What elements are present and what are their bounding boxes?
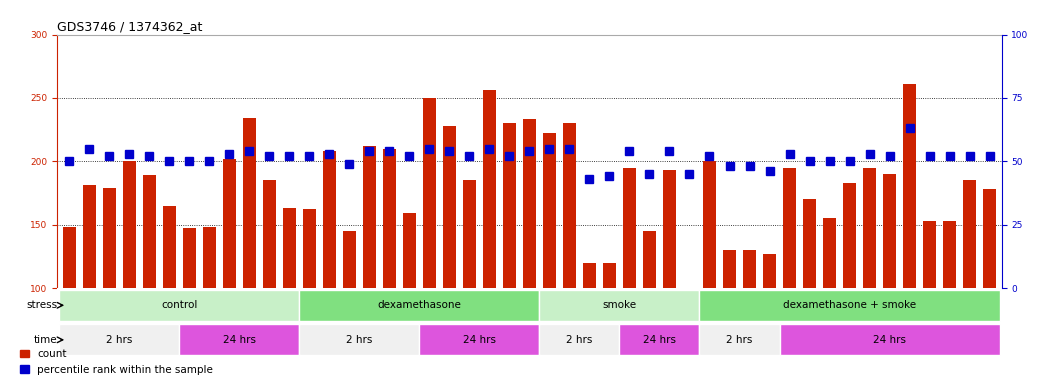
Text: GDS3746 / 1374362_at: GDS3746 / 1374362_at <box>57 20 202 33</box>
Bar <box>59 290 299 321</box>
Bar <box>103 188 115 384</box>
Bar <box>122 161 136 384</box>
Bar <box>843 183 856 384</box>
Bar <box>299 290 540 321</box>
Text: smoke: smoke <box>602 300 636 310</box>
Bar <box>763 254 776 384</box>
Text: dexamethasone: dexamethasone <box>378 300 461 310</box>
Bar <box>540 290 700 321</box>
Bar <box>183 228 196 384</box>
Bar <box>180 324 299 356</box>
Bar <box>803 199 816 384</box>
Bar <box>903 84 917 384</box>
Bar <box>282 208 296 384</box>
Bar <box>540 324 620 356</box>
Text: 24 hrs: 24 hrs <box>873 335 906 345</box>
Bar <box>383 149 395 384</box>
Bar <box>463 180 475 384</box>
Bar <box>783 167 796 384</box>
Bar <box>583 263 596 384</box>
Bar <box>863 167 876 384</box>
Bar <box>422 98 436 384</box>
Legend: count, percentile rank within the sample: count, percentile rank within the sample <box>16 345 218 379</box>
Bar <box>163 206 175 384</box>
Text: 2 hrs: 2 hrs <box>727 335 753 345</box>
Bar <box>343 231 356 384</box>
Bar <box>883 174 896 384</box>
Bar <box>83 185 95 384</box>
Bar <box>299 324 419 356</box>
Bar <box>323 151 335 384</box>
Bar <box>703 161 716 384</box>
Text: time: time <box>34 335 57 345</box>
Bar <box>263 180 276 384</box>
Text: 24 hrs: 24 hrs <box>223 335 255 345</box>
Bar <box>59 324 180 356</box>
Bar <box>523 119 536 384</box>
Bar <box>202 227 216 384</box>
Bar <box>620 324 700 356</box>
Bar <box>502 123 516 384</box>
Bar <box>243 118 255 384</box>
Bar <box>543 133 556 384</box>
Bar <box>419 324 540 356</box>
Bar <box>780 324 1000 356</box>
Bar <box>623 167 636 384</box>
Text: stress: stress <box>26 300 57 310</box>
Bar <box>923 221 936 384</box>
Bar <box>303 209 316 384</box>
Bar <box>142 175 156 384</box>
Bar <box>823 218 836 384</box>
Bar <box>643 231 656 384</box>
Text: 2 hrs: 2 hrs <box>346 335 373 345</box>
Bar <box>963 180 976 384</box>
Text: control: control <box>161 300 197 310</box>
Bar <box>223 159 236 384</box>
Bar <box>403 213 416 384</box>
Text: 24 hrs: 24 hrs <box>463 335 496 345</box>
Bar <box>563 123 576 384</box>
Text: 2 hrs: 2 hrs <box>106 335 132 345</box>
Bar <box>603 263 616 384</box>
Text: dexamethasone + smoke: dexamethasone + smoke <box>783 300 917 310</box>
Bar <box>362 146 376 384</box>
Bar <box>700 290 1000 321</box>
Text: 2 hrs: 2 hrs <box>566 335 593 345</box>
Bar <box>723 250 736 384</box>
Bar <box>62 227 76 384</box>
Bar <box>483 90 496 384</box>
Bar <box>743 250 756 384</box>
Bar <box>663 170 676 384</box>
Bar <box>944 221 956 384</box>
Bar <box>983 189 996 384</box>
Bar <box>700 324 780 356</box>
Text: 24 hrs: 24 hrs <box>643 335 676 345</box>
Bar <box>443 126 456 384</box>
